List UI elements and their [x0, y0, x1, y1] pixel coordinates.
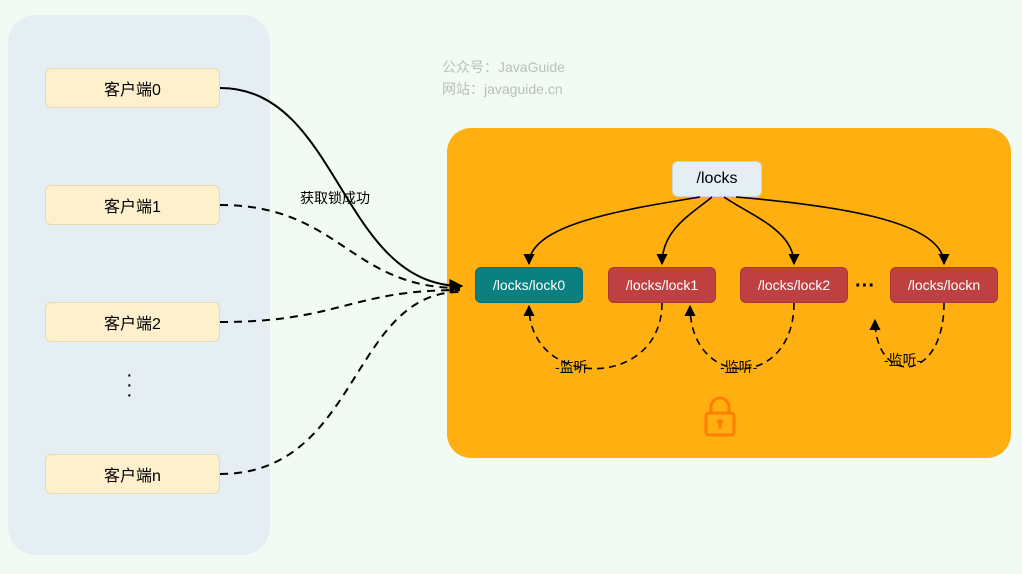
lock2-node: /locks/lock2 — [740, 267, 848, 303]
client-vdots: ··· — [126, 370, 133, 400]
client-n: 客户端n — [45, 454, 220, 494]
listen-label-1: -监听- — [555, 357, 592, 377]
lockn-node: /locks/lockn — [890, 267, 998, 303]
client-1-label: 客户端1 — [104, 193, 161, 217]
client-0-label: 客户端0 — [104, 76, 161, 100]
root-locks-label: /locks — [697, 170, 738, 188]
client-0: 客户端0 — [45, 68, 220, 108]
listen-label-3: -监听- — [884, 350, 921, 370]
watermark: 公众号：JavaGuide 网站：javaguide.cn — [442, 56, 565, 101]
lock-icon — [702, 395, 738, 437]
lock2-label: /locks/lock2 — [758, 277, 830, 293]
listen-label-2: -监听- — [720, 357, 757, 377]
lockn-label: /locks/lockn — [908, 277, 980, 293]
lock-hdots: ··· — [855, 275, 875, 298]
lock0-node: /locks/lock0 — [475, 267, 583, 303]
watermark-line1: 公众号：JavaGuide — [442, 56, 565, 78]
watermark-line2: 网站：javaguide.cn — [442, 78, 565, 100]
lock1-label: /locks/lock1 — [626, 277, 698, 293]
client-2: 客户端2 — [45, 302, 220, 342]
client-1: 客户端1 — [45, 185, 220, 225]
root-locks-node: /locks — [672, 161, 762, 197]
acquire-success-label: 获取锁成功 — [300, 188, 370, 208]
lock0-label: /locks/lock0 — [493, 277, 565, 293]
lock1-node: /locks/lock1 — [608, 267, 716, 303]
client-2-label: 客户端2 — [104, 310, 161, 334]
client-n-label: 客户端n — [104, 462, 161, 486]
